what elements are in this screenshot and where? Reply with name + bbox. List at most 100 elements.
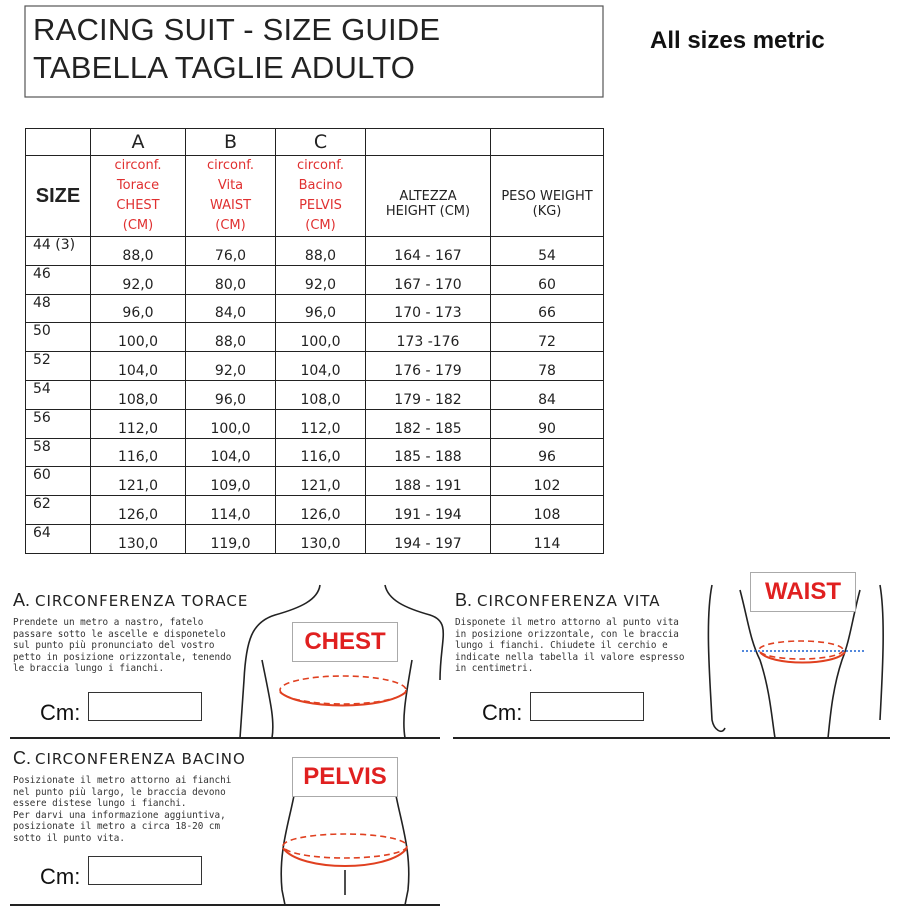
cell: 96,0 <box>90 293 186 324</box>
size-row: 48 96,0 84,0 96,0 170 - 173 66 <box>25 293 604 324</box>
cell: 100,0 <box>275 322 366 353</box>
cell: 185 - 188 <box>365 437 491 468</box>
column-header: PESO WEIGHT (KG) <box>490 155 604 237</box>
cell: 191 - 194 <box>365 495 491 525</box>
cell: 104,0 <box>185 437 276 468</box>
header-line: (CM) <box>122 218 154 233</box>
column-header: ALTEZZA HEIGHT (CM) <box>365 155 491 237</box>
size-row: 54 108,0 96,0 108,0 179 - 182 84 <box>25 379 604 410</box>
instruction: in centimetri. <box>455 663 534 674</box>
cell: 48 <box>25 293 91 324</box>
waist-figure <box>707 584 884 739</box>
cell: 96,0 <box>275 293 366 324</box>
size-row: 50 100,0 88,0 100,0 173 -176 72 <box>25 322 604 353</box>
cell <box>365 128 491 156</box>
field-label: Cm: <box>40 700 81 725</box>
cell: 194 - 197 <box>365 523 491 554</box>
instruction: petto in posizione orizzontale, tenendo <box>13 651 232 663</box>
instruction: in posizione orizzontale, con le braccia <box>455 628 679 640</box>
field-label: Cm: <box>482 700 523 725</box>
header-line: SIZE <box>35 184 81 207</box>
cell: 92,0 <box>90 264 186 295</box>
cell: 96 <box>490 437 604 468</box>
cell: 84 <box>490 379 604 410</box>
size-row: 46 92,0 80,0 92,0 167 - 170 60 <box>25 264 604 295</box>
cell: 104,0 <box>275 351 366 381</box>
cell: 182 - 185 <box>365 408 491 439</box>
panel-title: CIRCONFERENZA VITA <box>477 592 661 610</box>
instruction: posizionate il metro a circa 18-20 cm <box>13 821 221 832</box>
cell: 119,0 <box>185 523 276 554</box>
panel-letter: C. <box>13 748 31 768</box>
header-line: circonf. <box>207 158 254 173</box>
input-box <box>88 856 202 885</box>
instruction: lungo i fianchi. Chiudete il cerchio e <box>455 640 668 651</box>
header-line: (CM) <box>215 218 246 233</box>
cell: 64 <box>25 523 91 554</box>
cell: 130,0 <box>275 523 366 554</box>
cell: 112,0 <box>275 408 366 439</box>
pelvis-figure <box>280 789 410 906</box>
instruction: Disponete il metro attorno al punto vita <box>455 617 679 628</box>
cell: 121,0 <box>275 466 366 497</box>
cell: 114 <box>490 523 604 554</box>
cell: 126,0 <box>275 495 366 525</box>
header-line: Vita <box>217 178 244 193</box>
header-row: SIZE circonf. Torace CHEST (CM) circonf. Vita W… <box>25 155 604 237</box>
header-line: PESO WEIGHT <box>501 189 593 204</box>
chest-figure <box>239 584 445 739</box>
header-line: Torace <box>116 178 160 193</box>
cell: 44 (3) <box>25 236 91 266</box>
cell: 170 - 173 <box>365 293 491 324</box>
column-header: SIZE <box>25 155 91 237</box>
cell: 88,0 <box>90 236 186 266</box>
cell: 116,0 <box>90 437 186 468</box>
header-line: (CM) <box>305 218 336 233</box>
size-row: 52 104,0 92,0 104,0 176 - 179 78 <box>25 351 604 381</box>
column-letter: C <box>275 128 366 156</box>
column-letter: A <box>90 128 186 156</box>
instruction: Posizionate il metro attorno ai fianchi <box>13 775 232 786</box>
header-line: ALTEZZA <box>399 189 457 204</box>
cell: 121,0 <box>90 466 186 497</box>
cell: 58 <box>25 437 91 468</box>
size-row: 58 116,0 104,0 116,0 185 - 188 96 <box>25 437 604 468</box>
cell: 56 <box>25 408 91 439</box>
header-line: Bacino <box>298 178 343 193</box>
size-row: 44 (3) 88,0 76,0 88,0 164 - 167 54 <box>25 236 604 266</box>
cell: 104,0 <box>90 351 186 381</box>
cell: 76,0 <box>185 236 276 266</box>
cell: 112,0 <box>90 408 186 439</box>
cell: 173 -176 <box>365 322 491 353</box>
column-header: circonf. Bacino PELVIS (CM) <box>275 155 366 237</box>
instruction: sul punto più pronunciato del vostro <box>13 640 215 651</box>
cell: 60 <box>25 466 91 497</box>
instruction: le braccia lungo i fianchi. <box>13 663 165 674</box>
size-row: 64 130,0 119,0 130,0 194 - 197 114 <box>25 523 604 554</box>
panel-title: CIRCONFERENZA TORACE <box>35 592 249 610</box>
cell: 54 <box>25 379 91 410</box>
size-row: 60 121,0 109,0 121,0 188 - 191 102 <box>25 466 604 497</box>
cell: 116,0 <box>275 437 366 468</box>
title-box <box>24 5 604 98</box>
badge: CHEST <box>292 622 398 662</box>
cell: 114,0 <box>185 495 276 525</box>
header-line: WAIST <box>209 198 252 213</box>
header-line: HEIGHT (CM) <box>385 204 471 219</box>
cell <box>490 128 604 156</box>
cell: 109,0 <box>185 466 276 497</box>
badge: WAIST <box>750 572 856 612</box>
column-header: circonf. Vita WAIST (CM) <box>185 155 276 237</box>
panel-title: CIRCONFERENZA BACINO <box>35 750 246 768</box>
instruction: essere distese lungo i fianchi. <box>13 798 187 809</box>
cell: 100,0 <box>185 408 276 439</box>
input-box <box>530 692 644 721</box>
cell: 66 <box>490 293 604 324</box>
panel-letter: B. <box>455 590 473 610</box>
cell: 84,0 <box>185 293 276 324</box>
instruction: sotto il punto vita. <box>13 832 125 844</box>
size-row: 62 126,0 114,0 126,0 191 - 194 108 <box>25 495 604 525</box>
cell: 188 - 191 <box>365 466 491 497</box>
size-row: 56 112,0 100,0 112,0 182 - 185 90 <box>25 408 604 439</box>
